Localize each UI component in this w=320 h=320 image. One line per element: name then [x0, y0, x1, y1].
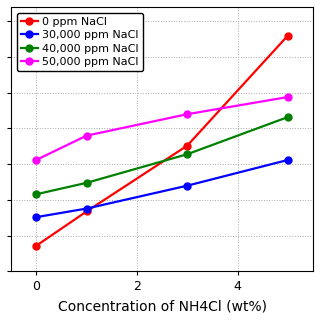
50,000 ppm NaCl [34, 158, 38, 162]
Line: 50,000 ppm NaCl: 50,000 ppm NaCl [33, 93, 292, 164]
40,000 ppm NaCl [34, 192, 38, 196]
30,000 ppm NaCl [185, 184, 189, 188]
0 ppm NaCl [185, 144, 189, 148]
50,000 ppm NaCl [185, 112, 189, 116]
50,000 ppm NaCl [85, 134, 89, 138]
30,000 ppm NaCl [85, 207, 89, 211]
Line: 0 ppm NaCl: 0 ppm NaCl [33, 32, 292, 249]
0 ppm NaCl [34, 244, 38, 248]
40,000 ppm NaCl [85, 181, 89, 185]
40,000 ppm NaCl [286, 115, 290, 119]
40,000 ppm NaCl [185, 152, 189, 156]
Legend: 0 ppm NaCl, 30,000 ppm NaCl, 40,000 ppm NaCl, 50,000 ppm NaCl: 0 ppm NaCl, 30,000 ppm NaCl, 40,000 ppm … [17, 12, 143, 71]
0 ppm NaCl [85, 210, 89, 213]
Line: 30,000 ppm NaCl: 30,000 ppm NaCl [33, 156, 292, 220]
30,000 ppm NaCl [34, 215, 38, 219]
X-axis label: Concentration of NH4Cl (wt%): Concentration of NH4Cl (wt%) [58, 299, 267, 313]
30,000 ppm NaCl [286, 158, 290, 162]
Line: 40,000 ppm NaCl: 40,000 ppm NaCl [33, 114, 292, 198]
50,000 ppm NaCl [286, 95, 290, 99]
0 ppm NaCl [286, 34, 290, 37]
